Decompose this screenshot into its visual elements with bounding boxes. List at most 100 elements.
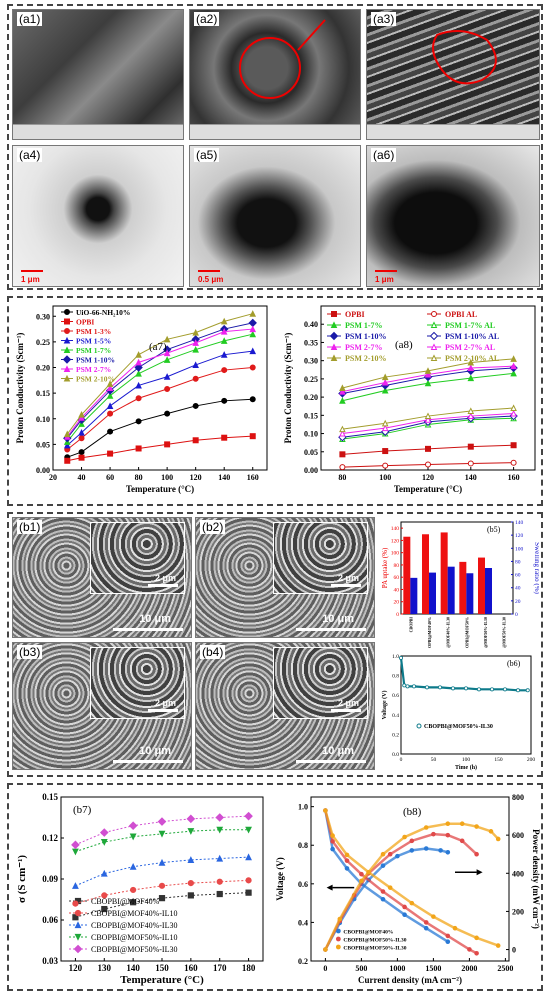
y-tick-label: 0.2 [298, 957, 308, 966]
section-a-micrographs: (a1) (a2) (a3) (a4) 1 μm (a5) 0.5 μm (a6… [7, 4, 543, 290]
data-point [106, 380, 114, 387]
data-point [339, 388, 346, 395]
section-b-charts: 120 130 140 150 160 170 180 0.03 0.06 0.09 0.12 0.1… [7, 783, 543, 991]
legend-label: PSM 1-10% [345, 332, 387, 341]
data-point [249, 310, 257, 317]
sem-image-b2: (b2) 2 μm 10 μm [195, 517, 375, 638]
scale-label: 1 μm [375, 275, 394, 284]
y2-tick-label: 200 [512, 907, 524, 916]
x-tick-label: 2000 [461, 964, 477, 973]
legend-label: CBOPBI@MOF50%-IL30 [91, 945, 177, 954]
data-point [423, 846, 429, 851]
plot-frame [400, 655, 532, 755]
y-tick-label: 0.4 [298, 918, 308, 927]
x-tick-label: 60 [106, 473, 114, 482]
legend-marker [63, 346, 71, 353]
legend-marker [73, 944, 83, 954]
scale-label: 10 μm [322, 613, 354, 625]
data-point [216, 826, 224, 834]
data-point [63, 441, 71, 449]
series-line [66, 333, 253, 443]
series-line [66, 313, 253, 435]
data-point [245, 889, 252, 896]
data-point [101, 905, 108, 913]
data-point [245, 853, 252, 861]
x-axis-label: Current density (mA cm⁻²) [358, 975, 462, 985]
data-point [244, 811, 253, 821]
y2-tick-label: 40 [515, 586, 521, 592]
x-tick-label: 100 [379, 473, 391, 482]
inset-scale-label: 2 μm [337, 573, 359, 583]
scale-label: 1 μm [21, 275, 40, 284]
chart-panel-label: (b6) [507, 659, 521, 668]
scale-bar [296, 760, 366, 763]
data-point [503, 687, 508, 692]
inset-scale-label: 2 μm [154, 573, 176, 583]
series-line [66, 328, 253, 437]
data-point [510, 442, 517, 449]
legend-label: CBOPBI@MOF50%-IL10 [91, 933, 177, 942]
panel-label: (a1) [17, 12, 43, 26]
data-point [135, 370, 142, 377]
series-line [66, 322, 253, 439]
data-point [130, 899, 137, 906]
x-tick-label: 120 [69, 963, 83, 973]
data-point [245, 877, 252, 884]
data-point [157, 817, 167, 826]
series-line [324, 810, 478, 955]
chart-b7: 120 130 140 150 160 170 180 0.03 0.06 0.09 0.12 0.1… [16, 792, 264, 986]
data-point [467, 364, 475, 371]
data-point [359, 878, 364, 884]
data-point [163, 373, 171, 380]
y-tick-label: 0.30 [304, 357, 318, 366]
inset-scale-bar [148, 584, 178, 587]
series-line [67, 398, 253, 458]
data-point [382, 448, 389, 455]
data-point [220, 317, 228, 325]
panel-label: (a4) [17, 148, 43, 162]
data-point [510, 355, 517, 362]
y-tick-label: 0.15 [36, 389, 50, 398]
data-point [216, 854, 224, 862]
legend-label: CBOPBI@MOF40%-IL30 [91, 921, 177, 930]
inset-image: 2 μm [273, 522, 368, 594]
y-tick-label: 0.6 [392, 693, 399, 699]
inset-scale-bar [331, 709, 361, 712]
scale-bar [198, 270, 220, 272]
legend-marker [64, 318, 70, 325]
scale-bar [296, 628, 366, 631]
data-point [424, 416, 432, 423]
series-line [324, 847, 449, 951]
panel-label: (b1) [17, 520, 43, 534]
bar [422, 534, 429, 614]
y-tick-label: 60 [394, 575, 400, 581]
data-point [438, 848, 443, 853]
sem-image-b1: (b1) 2 μm 10 μm [12, 517, 192, 638]
data-point [158, 858, 166, 866]
x-tick-label: 150 [494, 757, 503, 763]
scale-bar [21, 270, 43, 272]
plot-frame [52, 305, 268, 471]
data-point [395, 853, 400, 859]
data-point [467, 460, 474, 467]
data-point [220, 337, 228, 344]
x-tick-label: 140 [465, 473, 477, 482]
data-point [467, 374, 475, 382]
x-tick-label: 2500 [497, 964, 513, 973]
y-tick-label: 0.8 [298, 841, 308, 850]
x-axis-label: Temperature (°C) [126, 484, 194, 494]
data-point [163, 356, 171, 363]
data-point [135, 358, 142, 366]
y-tick-label: 140 [391, 526, 400, 532]
data-point [425, 445, 431, 452]
data-point [107, 410, 114, 417]
x-tick-label: 1000 [389, 964, 405, 973]
y-tick-label: 0 [396, 612, 399, 618]
sem-image-a3: (a3) [366, 9, 540, 140]
legend-marker [62, 355, 72, 364]
data-point [438, 685, 443, 690]
legend-label: PSM 1-10% AL [445, 332, 499, 341]
y-tick-label: 1.0 [298, 803, 308, 812]
panel-label: (a6) [371, 148, 397, 162]
sem-info-bar [13, 124, 183, 139]
